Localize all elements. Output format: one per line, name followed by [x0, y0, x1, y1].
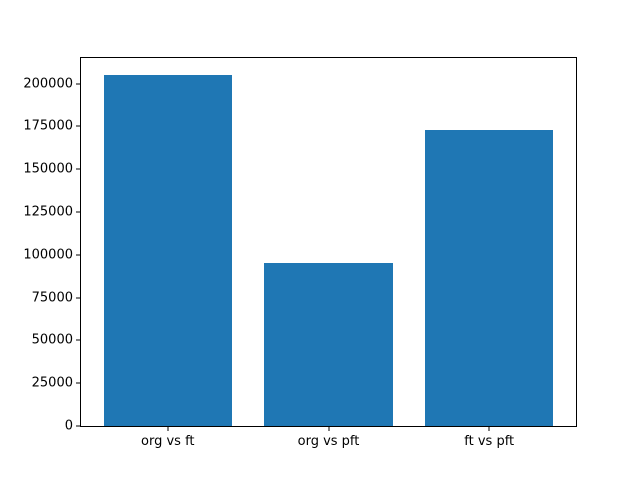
bar-org-vs-pft [264, 263, 393, 426]
y-tick-mark [76, 125, 80, 127]
y-tick-mark [76, 168, 80, 170]
y-tick-label: 100000 [23, 247, 73, 263]
y-tick-label: 150000 [23, 161, 73, 177]
plot-area [80, 57, 577, 427]
y-tick-mark [76, 425, 80, 427]
y-tick-label: 25000 [31, 375, 73, 391]
y-tick-label: 75000 [31, 290, 73, 306]
x-tick-mark [167, 427, 169, 431]
bar-org-vs-ft [103, 75, 233, 426]
y-tick-label: 0 [64, 418, 73, 434]
y-tick-mark [76, 211, 80, 213]
bar-ft-vs-pft [424, 129, 554, 426]
x-tick-mark [488, 427, 490, 431]
x-tick-label: org vs ft [141, 434, 195, 449]
y-tick-label: 175000 [23, 118, 73, 134]
y-tick-mark [76, 254, 80, 256]
y-tick-mark [76, 382, 80, 384]
x-tick-label: org vs pft [297, 434, 360, 449]
y-tick-mark [76, 83, 80, 85]
x-tick-mark [328, 427, 329, 431]
y-tick-label: 125000 [23, 204, 73, 220]
y-tick-label: 50000 [31, 332, 73, 348]
y-tick-mark [76, 339, 80, 341]
y-tick-mark [76, 297, 80, 299]
y-tick-label: 200000 [23, 76, 73, 92]
x-tick-label: ft vs pft [464, 434, 515, 449]
